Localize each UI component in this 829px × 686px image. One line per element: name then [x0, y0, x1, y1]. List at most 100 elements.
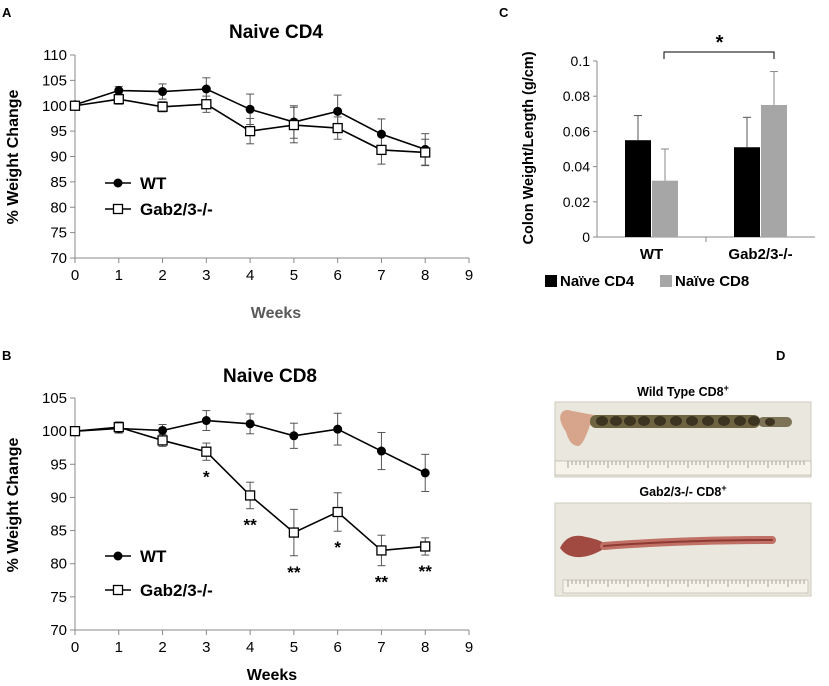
chart-c-y-axis-label: Colon Weight/Length (g/cm) — [521, 51, 537, 244]
chart-a-x-tick-label: 4 — [246, 267, 254, 284]
chart-b-significance-label: ** — [243, 516, 257, 535]
chart-b-wt-point — [289, 431, 299, 441]
chart-c-y-tick-label: 0 — [582, 229, 590, 245]
chart-b-y-tick-label: 85 — [50, 523, 67, 540]
chart-b-legend-marker-ko — [112, 584, 124, 596]
chart-b-naive-cd8: Naive CD8 Weeks % Weight Change 0 1 2 3 4 5 6 7… — [5, 366, 473, 684]
chart-b-title: Naive CD8 — [223, 366, 317, 387]
chart-a-y-tick-label: 100 — [42, 98, 67, 115]
chart-c-y-tick-label: 0.1 — [571, 53, 591, 69]
chart-a-title: Naive CD4 — [229, 22, 323, 43]
panel-letter-c: C — [499, 5, 509, 20]
chart-a-ko-point — [157, 101, 168, 112]
chart-b-legend-label-wt: WT — [140, 547, 167, 566]
chart-b-significance-label: ** — [287, 563, 301, 582]
chart-a-x-tick-label: 5 — [290, 267, 298, 284]
chart-a-wt-point — [201, 84, 211, 94]
chart-a-wt-point — [158, 87, 168, 97]
chart-c-y-tick-label: 0.04 — [563, 159, 590, 175]
chart-b-x-axis-label: Weeks — [247, 667, 298, 684]
chart-b-y-tick-label: 100 — [42, 423, 67, 440]
panel-letter-b: B — [2, 348, 11, 363]
chart-a-wt-point — [376, 129, 386, 139]
chart-b-x-tick-label: 8 — [421, 639, 429, 656]
chart-b-wt-point — [158, 425, 168, 435]
chart-a-x-tick-label: 1 — [115, 267, 123, 284]
chart-a-x-tick-label: 8 — [421, 267, 429, 284]
chart-c-colon-weight: Colon Weight/Length (g/cm) 0 0.02 0.04 0.06… — [521, 32, 815, 290]
chart-a-x-tick-label: 3 — [202, 267, 210, 284]
chart-b-x-tick-label: 7 — [377, 639, 385, 656]
chart-b-wt-point — [333, 424, 343, 434]
chart-a-ko-point — [244, 125, 256, 137]
chart-b-ko-point — [113, 422, 124, 433]
chart-a-y-axis-label: % Weight Change — [5, 89, 22, 224]
chart-a-ko-point — [288, 119, 300, 131]
chart-a-ko-point — [113, 94, 124, 105]
chart-c-legend-swatch-cd8 — [660, 275, 672, 287]
photo-gab2-3-knockout-colon — [554, 502, 812, 597]
chart-c-significance-label: * — [716, 32, 724, 54]
chart-c-category-label: WT — [640, 246, 663, 263]
chart-b-y-axis-label: % Weight Change — [5, 437, 22, 572]
chart-b-wt-point — [201, 416, 211, 426]
chart-b-wt-point — [376, 446, 386, 456]
photo-1-cecum — [560, 410, 599, 446]
chart-b-ko-point — [376, 545, 387, 556]
chart-b-y-tick-label: 105 — [42, 390, 67, 407]
chart-a-x-tick-label: 7 — [377, 267, 385, 284]
chart-a-wt-point — [245, 104, 255, 114]
chart-b-y-tick-label: 70 — [50, 622, 67, 639]
chart-b-legend-marker-wt — [113, 551, 123, 561]
chart-b-x-tick-label: 5 — [290, 639, 298, 656]
chart-b-y-tick-label: 90 — [50, 489, 67, 506]
photo-2-cecum — [560, 535, 608, 558]
chart-a-y-tick-label: 80 — [50, 199, 67, 216]
chart-b-legend-label-ko: Gab2/3-/- — [140, 581, 213, 600]
chart-a-naive-cd4: Naive CD4 Weeks % Weight Change 0 1 2 3 4 5 6 7… — [5, 22, 473, 322]
chart-a-ko-point — [420, 147, 431, 158]
chart-b-ko-point — [332, 506, 343, 518]
chart-a-wt-point — [114, 86, 124, 96]
chart-c-y-tick-label: 0.08 — [563, 88, 590, 104]
chart-b-significance-label: * — [334, 538, 341, 557]
chart-b-x-tick-label: 2 — [158, 639, 166, 656]
panel-letter-a: A — [2, 5, 12, 20]
chart-b-significance-label: ** — [419, 562, 433, 581]
chart-b-x-tick-label: 1 — [115, 639, 123, 656]
chart-c-category-label: Gab2/3-/- — [728, 246, 792, 263]
chart-a-x-tick-label: 2 — [158, 267, 166, 284]
chart-a-x-tick-label: 6 — [333, 267, 341, 284]
chart-a-ko-point — [201, 99, 212, 110]
chart-b-ko-point — [69, 425, 81, 437]
chart-a-x-tick-label: 9 — [465, 267, 473, 284]
chart-a-y-tick-label: 90 — [50, 149, 67, 166]
chart-a-y-tick-label: 85 — [50, 174, 67, 191]
chart-b-significance-label: * — [203, 467, 210, 486]
photo-1-title: Wild Type CD8+ — [637, 383, 729, 399]
chart-b-x-tick-label: 0 — [71, 639, 79, 656]
chart-b-y-tick-label: 80 — [50, 556, 67, 573]
chart-a-y-tick-label: 110 — [43, 47, 67, 64]
chart-c-bar-cd4 — [734, 147, 760, 237]
chart-a-legend-marker-wt — [113, 178, 123, 188]
chart-b-y-tick-label: 95 — [50, 456, 67, 473]
chart-a-wt-point — [333, 106, 343, 116]
chart-c-y-tick-label: 0.02 — [563, 194, 590, 210]
chart-b-significance-label: ** — [375, 573, 389, 592]
chart-a-ko-point — [332, 122, 343, 134]
chart-a-ko-point — [69, 100, 81, 111]
chart-c-bar-cd8 — [652, 180, 678, 237]
chart-a-y-tick-label: 70 — [50, 250, 67, 267]
chart-c-legend-label-cd8: Naïve CD8 — [675, 273, 749, 290]
chart-c-bar-cd8 — [761, 105, 787, 237]
photo-2-title: Gab2/3-/- CD8+ — [639, 483, 726, 499]
photo-1-ruler — [554, 460, 812, 476]
photo-wild-type-colon — [554, 401, 812, 478]
chart-a-x-tick-label: 0 — [71, 267, 79, 284]
chart-b-y-tick-label: 75 — [50, 589, 67, 606]
chart-b-ko-point — [288, 527, 300, 538]
chart-a-legend-label-wt: WT — [140, 174, 167, 193]
chart-c-legend-label-cd4: Naïve CD4 — [560, 273, 635, 290]
